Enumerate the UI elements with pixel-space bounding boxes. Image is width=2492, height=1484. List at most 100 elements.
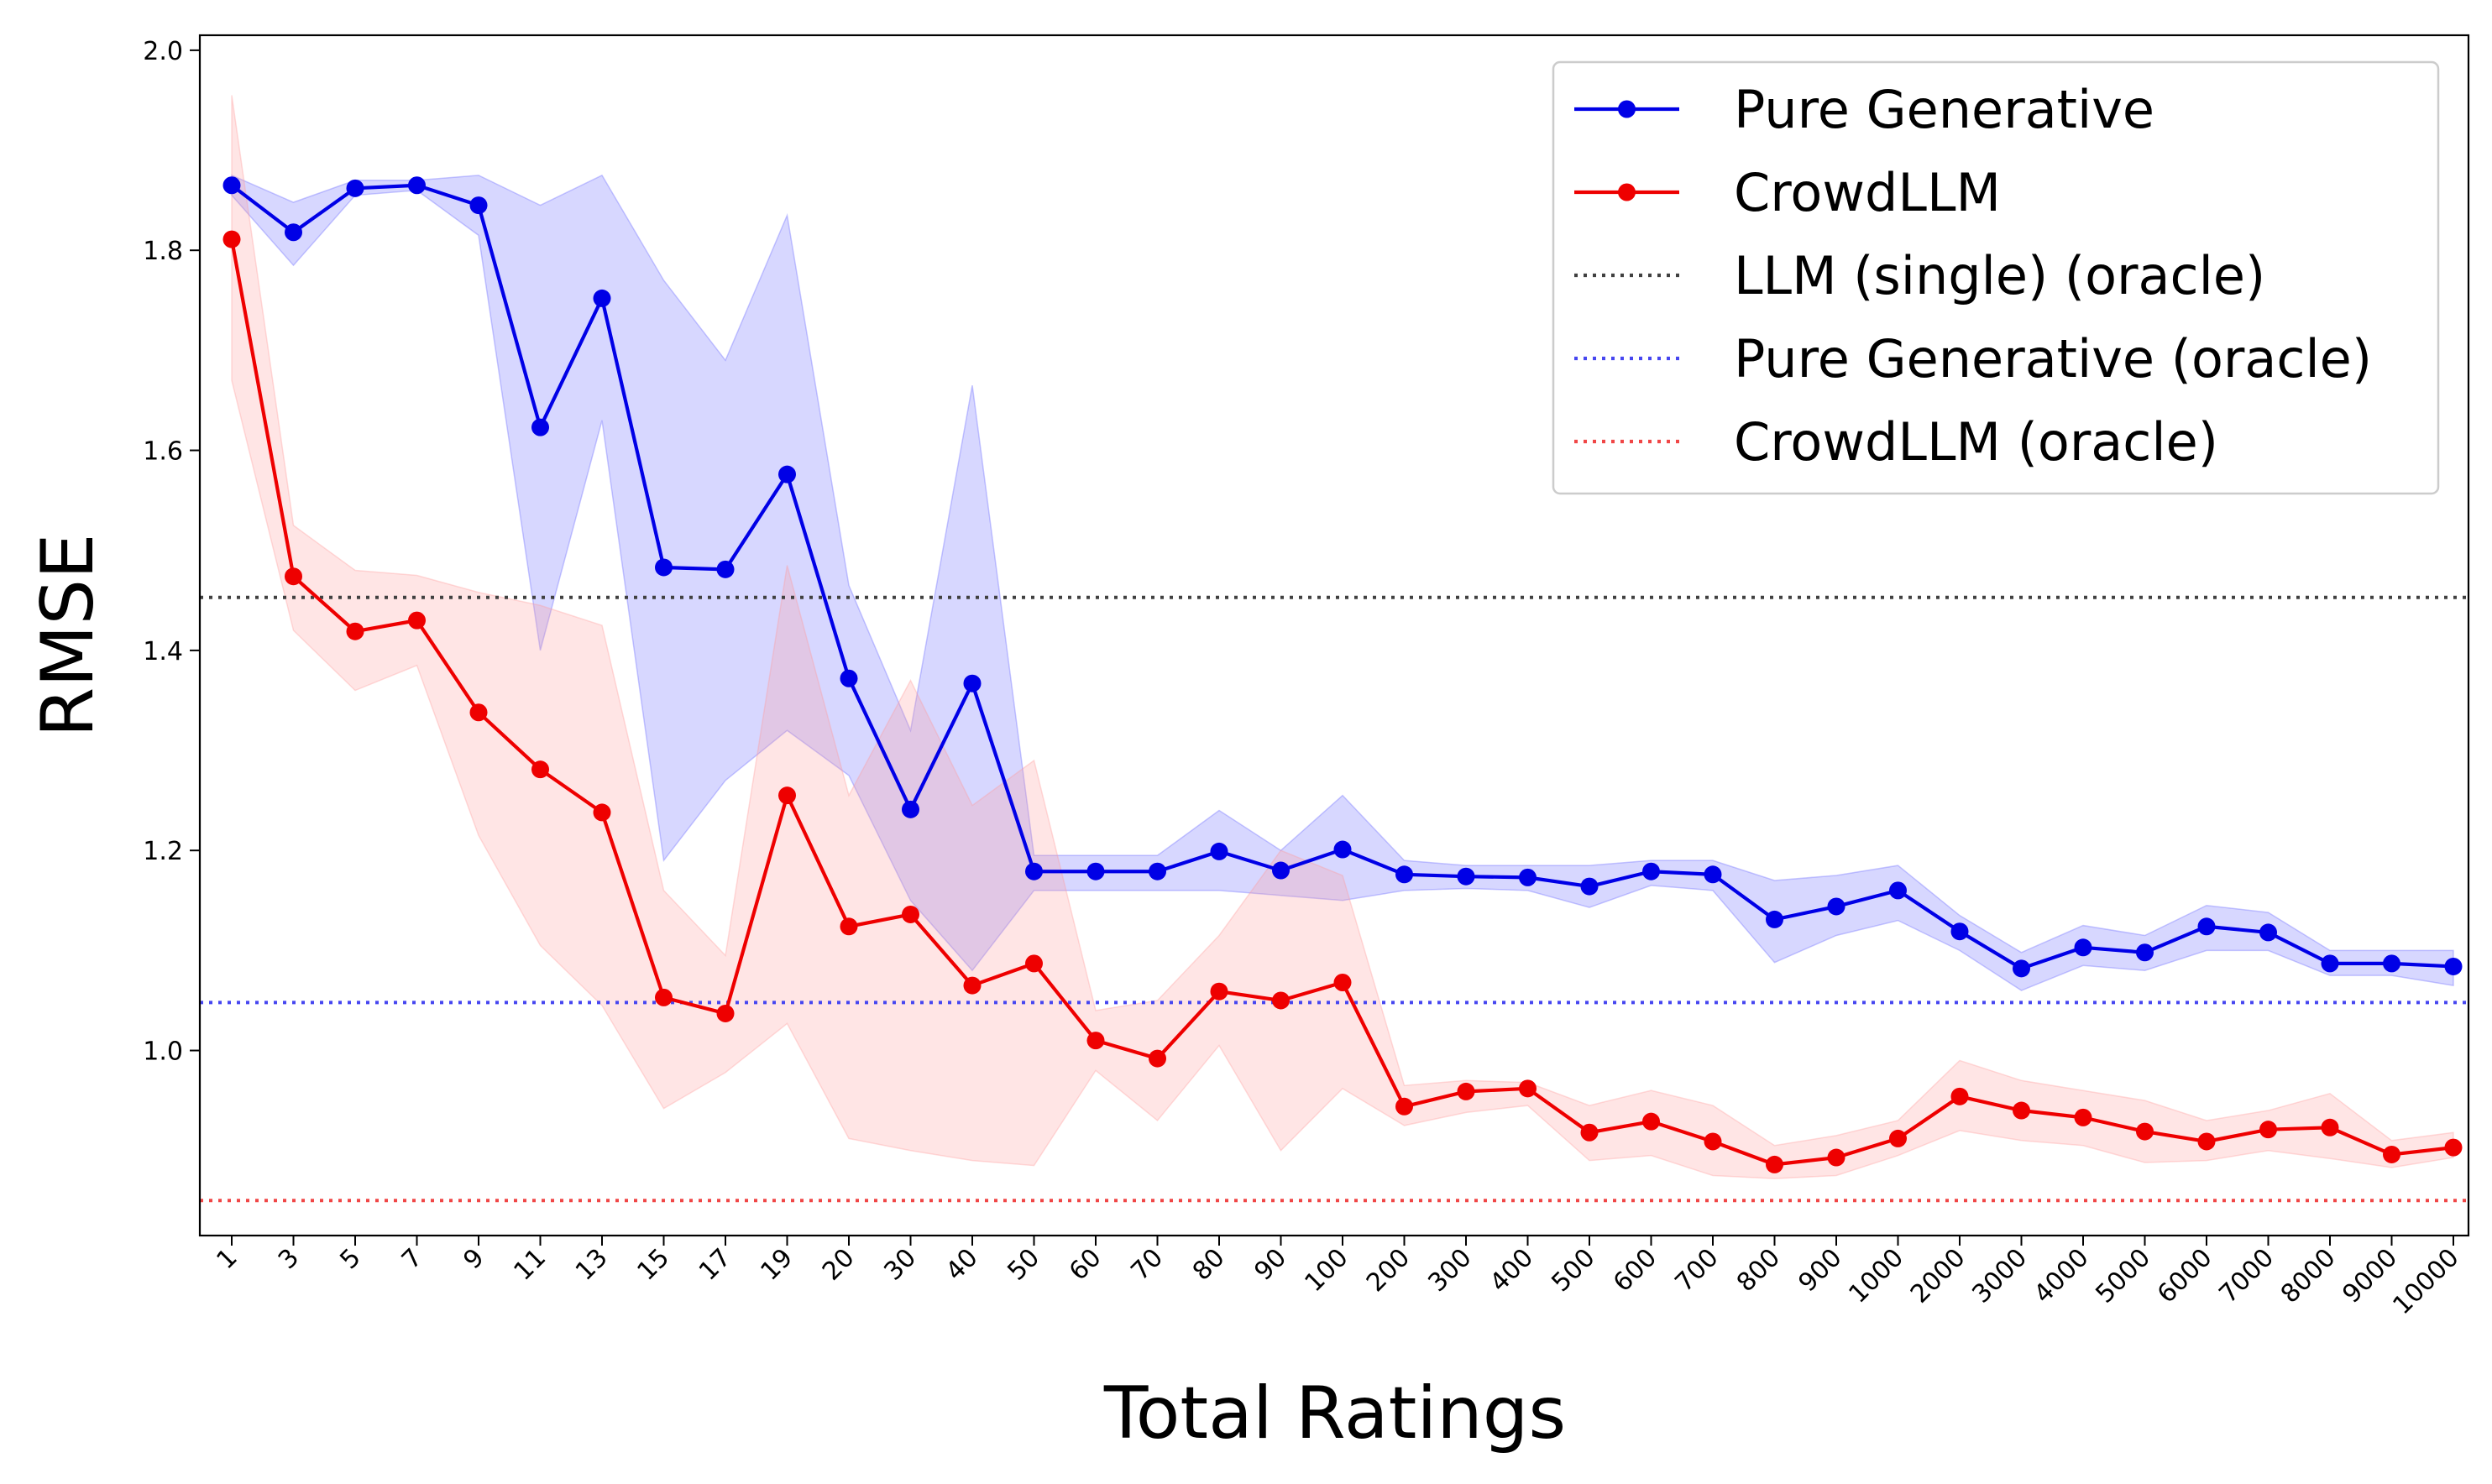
x-tick-label: 5000 [2090, 1243, 2156, 1309]
pure-generative-point [1457, 867, 1475, 886]
x-tick-label: 3 [273, 1243, 305, 1275]
pure-generative-point [1086, 862, 1105, 880]
x-tick-label: 200 [1361, 1243, 1416, 1298]
x-tick-label: 90 [1249, 1243, 1292, 1287]
pure-generative-point [2321, 954, 2339, 973]
confidence-bands [231, 95, 2454, 1179]
x-tick-label: 20 [817, 1243, 861, 1287]
crowdllm-point [963, 976, 982, 995]
pure-generative-point [2444, 957, 2463, 975]
pure-generative-point [2197, 917, 2216, 936]
legend-item-pure-generative-oracle: Pure Generative (oracle) [1574, 328, 2372, 389]
pure-generative-point [531, 418, 549, 436]
pure-generative-point [1272, 861, 1290, 880]
x-tick-label: 17 [694, 1243, 737, 1287]
x-tick-label: 900 [1793, 1243, 1847, 1298]
y-axis-label: RMSE [26, 534, 110, 738]
crowdllm-point [1827, 1148, 1845, 1167]
crowdllm-point [1333, 974, 1352, 992]
x-tick-label: 4000 [2029, 1243, 2095, 1309]
y-tick-label: 1.0 [143, 1037, 183, 1067]
pure-generative-point [1395, 865, 1413, 884]
x-tick-label: 1000 [1843, 1243, 1909, 1309]
pure-generative-point [2383, 954, 2400, 973]
crowdllm-point [1395, 1097, 1413, 1116]
pure-generative-point [1333, 840, 1352, 859]
x-tick-label: 5 [334, 1243, 366, 1275]
crowdllm-point [2136, 1122, 2154, 1141]
legend-label: CrowdLLM [1734, 162, 2001, 223]
legend-item-llm-single-oracle: LLM (single) (oracle) [1574, 245, 2265, 306]
crowdllm-point [408, 611, 426, 630]
crowdllm-point [1519, 1079, 1537, 1098]
pure-generative-point [1642, 862, 1660, 880]
crowdllm-point [902, 905, 919, 923]
crowdllm-point [1457, 1082, 1475, 1100]
legend-item-crowdllm-oracle: CrowdLLM (oracle) [1574, 411, 2218, 473]
pure-generative-point [840, 669, 858, 687]
x-tick-label: 800 [1731, 1243, 1786, 1298]
x-tick-label: 600 [1608, 1243, 1662, 1298]
legend-box [1552, 60, 2440, 495]
crowdllm-point [2321, 1118, 2339, 1137]
x-tick-label: 11 [508, 1243, 552, 1287]
pure-generative-point [2074, 938, 2092, 957]
crowdllm-point [2197, 1132, 2216, 1151]
x-tick-label: 2000 [1905, 1243, 1971, 1309]
x-tick-label: 500 [1546, 1243, 1600, 1298]
crowdllm-point [1086, 1032, 1105, 1050]
x-tick-label: 7 [396, 1243, 428, 1275]
x-tick-label: 40 [940, 1243, 984, 1287]
pure-generative-point [1827, 897, 1845, 916]
plot-frame [198, 34, 2470, 1237]
crowdllm-point [1704, 1132, 1722, 1151]
crowdllm-point [346, 622, 364, 640]
crowdllm-point [1642, 1112, 1660, 1131]
y-tick-label: 1.8 [143, 237, 183, 266]
pure-generative-point [1950, 922, 1969, 941]
crowdllm-point [469, 703, 488, 722]
crowdllm-point [1766, 1155, 1783, 1173]
crowdllm-point [2259, 1121, 2277, 1139]
x-tick-label: 9 [458, 1243, 490, 1275]
crowdllm-point [222, 230, 241, 248]
pure-generative-point [222, 176, 241, 195]
x-tick-label: 1 [211, 1243, 243, 1275]
x-tick-label: 80 [1187, 1243, 1231, 1287]
x-tick-label: 13 [570, 1243, 614, 1287]
crowdllm-point [2074, 1108, 2092, 1126]
x-tick-label: 10000 [2387, 1243, 2464, 1320]
legend-label: Pure Generative (oracle) [1734, 328, 2372, 389]
x-tick-label: 3000 [1966, 1243, 2033, 1309]
x-tick-label: 7000 [2213, 1243, 2280, 1309]
crowdllm-point [2444, 1138, 2463, 1157]
y-tick-label: 1.2 [143, 837, 183, 866]
crowdllm-point [1149, 1049, 1166, 1068]
x-tick-label: 30 [878, 1243, 922, 1287]
pure-generative-point [2013, 959, 2030, 978]
crowdllm-point [778, 786, 796, 805]
crowdllm-point [1272, 991, 1290, 1010]
x-tick-label: 70 [1125, 1243, 1169, 1287]
x-tick-label: 300 [1422, 1243, 1477, 1298]
pure-generative-point [2259, 923, 2277, 942]
pure-generative-point [655, 558, 673, 577]
y-tick-label: 1.4 [143, 637, 183, 666]
x-tick-label: 19 [755, 1243, 798, 1287]
crowdllm-point [1210, 982, 1228, 1001]
crowdllm-band [231, 95, 2454, 1179]
x-axis: 1 3 5 7 9 11 13 15 17 19 20 30 40 50 60 70 80 90 100 200 300… [211, 1236, 2465, 1320]
legend: Pure Generative CrowdLLM LLM (single) (ora… [1552, 60, 2440, 495]
x-tick-label: 60 [1064, 1243, 1107, 1287]
series-markers [222, 176, 2463, 1173]
x-tick-label: 50 [1002, 1243, 1045, 1287]
pure-generative-point [1149, 862, 1166, 880]
pure-generative-point [1580, 877, 1599, 896]
pure-generative-point [2136, 943, 2154, 962]
pure-generative-point [778, 465, 796, 483]
crowdllm-point [593, 803, 611, 822]
pure-generative-point [346, 179, 364, 197]
x-tick-label: 100 [1299, 1243, 1353, 1298]
pure-generative-band [231, 174, 2454, 991]
y-tick-label: 2.0 [143, 37, 183, 66]
